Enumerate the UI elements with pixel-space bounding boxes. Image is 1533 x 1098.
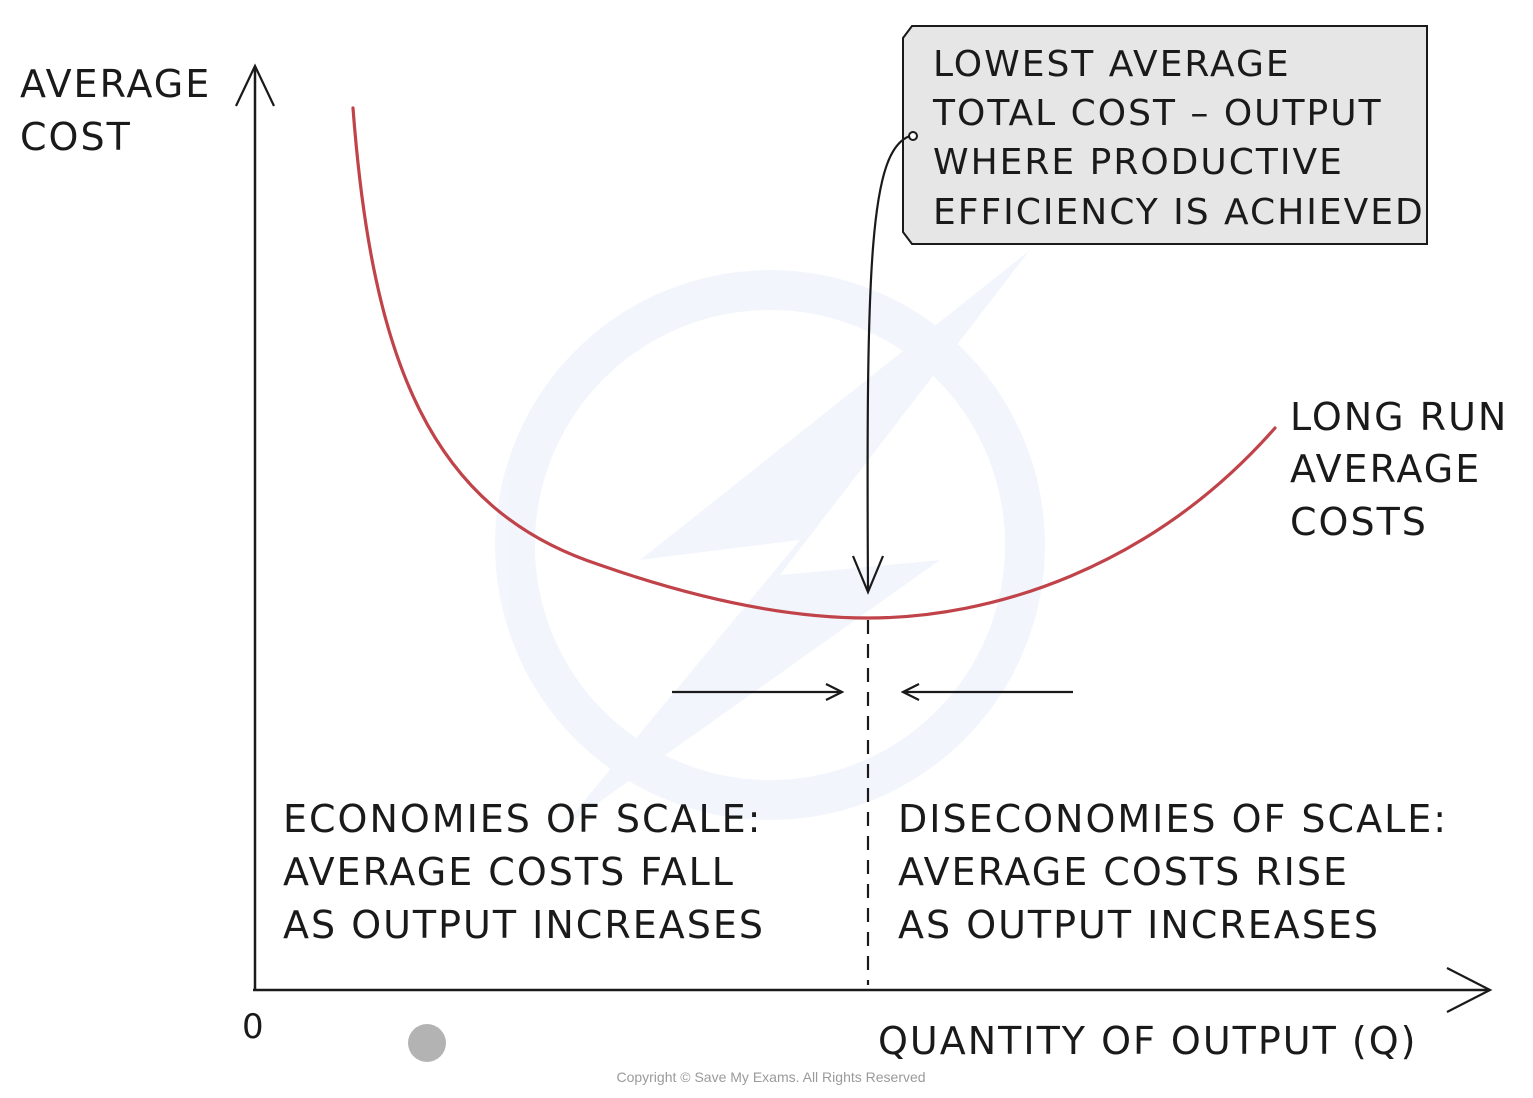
grey-dot — [408, 1024, 446, 1062]
curve-label-line-3: COSTS — [1290, 500, 1428, 544]
economies-line-2: AVERAGE COSTS FALL — [283, 850, 735, 894]
callout-anchor-dot — [908, 131, 918, 141]
curve-label-line-2: AVERAGE — [1290, 447, 1481, 491]
watermark-logo — [495, 250, 1045, 830]
callout-line-4: EFFICIENCY IS ACHIEVED — [933, 192, 1425, 233]
copyright-text: Copyright © Save My Exams. All Rights Re… — [616, 1069, 925, 1085]
callout-pointer-arrowhead-icon — [851, 555, 885, 595]
callout-line-1: LOWEST AVERAGE — [933, 44, 1291, 85]
diseconomies-line-1: DISECONOMIES OF SCALE: — [898, 797, 1448, 841]
diseconomies-line-2: AVERAGE COSTS RISE — [898, 850, 1349, 894]
x-axis-arrowhead-icon — [1446, 967, 1493, 1013]
diseconomies-line-3: AS OUTPUT INCREASES — [898, 903, 1380, 947]
y-axis-arrowhead-icon — [235, 63, 275, 107]
y-axis-label-line-1: AVERAGE — [20, 62, 211, 106]
callout-line-2: TOTAL COST – OUTPUT — [932, 93, 1383, 134]
x-axis-label: QUANTITY OF OUTPUT (Q) — [878, 1019, 1417, 1063]
economies-line-1: ECONOMIES OF SCALE: — [283, 797, 762, 841]
economies-line-3: AS OUTPUT INCREASES — [283, 903, 765, 947]
origin-label: 0 — [242, 1007, 266, 1047]
callout-line-3: WHERE PRODUCTIVE — [933, 142, 1344, 183]
callout-pointer-arrow — [866, 134, 911, 591]
curve-label-line-1: LONG RUN — [1290, 395, 1508, 439]
callout-box — [902, 25, 1428, 245]
long-run-average-cost-curve — [351, 106, 1277, 620]
y-axis-label-line-2: COST — [20, 115, 132, 159]
